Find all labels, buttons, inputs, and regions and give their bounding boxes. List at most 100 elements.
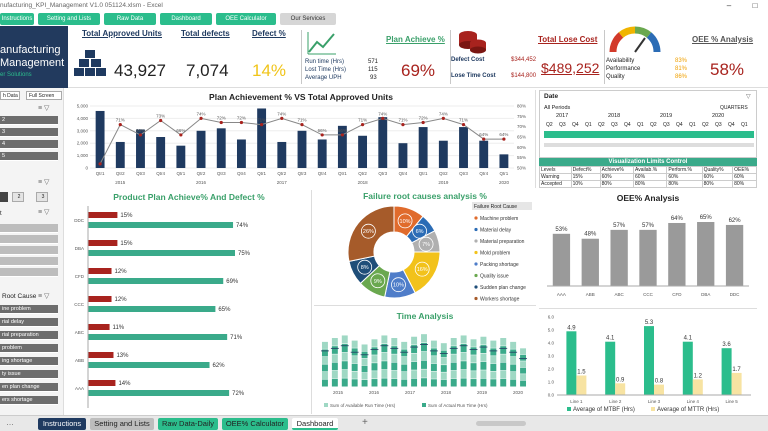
quarter-label[interactable]: Q1	[637, 122, 644, 128]
bar	[95, 110, 105, 168]
nav-bar: Instructions Setting and Lists Raw Data …	[0, 12, 768, 26]
uph-label: Average UPH	[305, 75, 342, 81]
table-header: OEE%	[732, 166, 757, 174]
table-cell[interactable]: 80%	[633, 180, 668, 188]
bar	[176, 145, 186, 168]
quarter-label[interactable]: Q4	[728, 122, 735, 128]
achieve-label: 75%	[238, 251, 251, 257]
y-tick-label: 3.0	[548, 354, 555, 359]
point-label: 74%	[378, 111, 387, 116]
slicer-item[interactable]	[0, 235, 58, 244]
date-scrollbar[interactable]	[544, 143, 754, 147]
time-bar-segment	[371, 339, 378, 347]
minimize-icon[interactable]: –	[726, 1, 732, 10]
table-cell[interactable]: 80%	[599, 180, 635, 188]
clear-filter-icon[interactable]: ▽	[746, 94, 751, 100]
slicer-item[interactable]: 2	[12, 192, 24, 202]
quarter-label[interactable]: Q1	[741, 122, 748, 128]
nav-dashboard-button[interactable]: Dashboard	[160, 13, 212, 25]
slicer-item[interactable]: 4	[0, 140, 58, 149]
slicer-item[interactable]: rial preparation	[0, 331, 58, 340]
filter-icon[interactable]: ≡ ▽	[38, 179, 50, 186]
achieve-label: 65%	[218, 307, 231, 313]
time-bar-segment	[440, 379, 447, 387]
quarter-label[interactable]: Q4	[676, 122, 683, 128]
sheet-tab-instructions[interactable]: Instructions	[38, 418, 86, 430]
full-screen-button[interactable]: Full Screen	[26, 91, 62, 100]
table-header: Defect%	[570, 166, 601, 174]
add-sheet-icon[interactable]: +	[362, 417, 368, 428]
slicer-item[interactable]: problem	[0, 344, 58, 353]
line-point	[381, 116, 385, 120]
trend-chart-icon	[307, 32, 336, 55]
sheet-tab-settings[interactable]: Setting and Lists	[90, 418, 154, 430]
quarter-label[interactable]: Q3	[611, 122, 618, 128]
product-plan-chart-title: Product Plan Achieve% And Defect %	[113, 192, 265, 202]
slicer-item[interactable]: ing shortage	[0, 357, 58, 366]
maximize-icon[interactable]: □	[752, 1, 758, 10]
nav-our-services-button[interactable]: Our Services	[280, 13, 336, 25]
slicer-item[interactable]: 5	[0, 152, 58, 161]
point-label: 64%	[499, 132, 508, 137]
slicer-item[interactable]: 3	[36, 192, 48, 202]
slicer-item[interactable]	[0, 257, 58, 266]
quarter-label[interactable]: Q3	[715, 122, 722, 128]
point-label: 74%	[197, 111, 206, 116]
sheet-tab-oee-calculator[interactable]: OEE% Calculator	[222, 418, 288, 430]
nav-raw-data-button[interactable]: Raw Data	[104, 13, 156, 25]
table-cell[interactable]: 60%	[701, 173, 734, 181]
quarter-label[interactable]: Q1	[689, 122, 696, 128]
nav-oee-calculator-button[interactable]: OEE Calculator	[216, 13, 276, 25]
slicer-item[interactable]	[0, 224, 58, 233]
quarter-label[interactable]: Q2	[546, 122, 553, 128]
filter-icon[interactable]: ≡ ▽	[38, 209, 50, 216]
refresh-data-button[interactable]: h Data	[0, 91, 20, 100]
point-label: 72%	[217, 116, 226, 121]
quarter-label[interactable]: Q4	[624, 122, 631, 128]
slicer-item[interactable]: ty issue	[0, 370, 58, 379]
time-bar-segment	[391, 378, 398, 387]
slicer-item[interactable]	[0, 192, 8, 202]
slicer-item[interactable]	[0, 268, 58, 277]
filter-icon[interactable]: ≡ ▽	[38, 293, 50, 300]
table-cell[interactable]: 60%	[666, 173, 703, 181]
quarter-label[interactable]: Q3	[559, 122, 566, 128]
quarters-dropdown[interactable]: QUARTERS	[720, 105, 748, 111]
slicer-item[interactable]: ers shortage	[0, 396, 58, 405]
time-bar-segment	[371, 363, 378, 371]
quarter-label[interactable]: Q2	[702, 122, 709, 128]
table-cell[interactable]: 80%	[732, 180, 757, 188]
nav-settings-button[interactable]: Setting and Lists	[38, 13, 100, 25]
slicer-item[interactable]: 3	[0, 128, 58, 137]
horizontal-scrollbar[interactable]	[476, 421, 526, 426]
table-cell[interactable]: 60%	[599, 173, 635, 181]
sheet-tab-raw-data[interactable]: Raw Data-Daily	[158, 418, 218, 430]
date-range-bar[interactable]	[544, 131, 754, 138]
category-label: ABB	[75, 358, 84, 363]
quarter-label[interactable]: Q3	[663, 122, 670, 128]
slicer-item[interactable]: rial delay	[0, 318, 58, 327]
filter-icon[interactable]: ≡ ▽	[38, 105, 50, 112]
slicer-item[interactable]	[0, 246, 58, 255]
table-cell[interactable]: 15%	[570, 173, 601, 181]
y2-tick-label: 50%	[517, 166, 526, 171]
table-cell[interactable]: 60%	[732, 173, 757, 181]
table-cell[interactable]: 80%	[701, 180, 734, 188]
quarter-label[interactable]: Q1	[585, 122, 592, 128]
table-cell[interactable]: 10%	[570, 180, 601, 188]
table-cell[interactable]: 60%	[633, 173, 668, 181]
line-point	[260, 123, 264, 127]
quarter-label[interactable]: Q2	[598, 122, 605, 128]
slicer-item[interactable]: en plan change	[0, 383, 58, 392]
slicer-item[interactable]: ine problem	[0, 305, 58, 314]
slicer-item[interactable]: 2	[0, 116, 58, 125]
legend-swatch	[324, 403, 328, 407]
oee-label: 53%	[555, 227, 568, 233]
sheet-tab-dashboard[interactable]: Dashboard	[292, 418, 338, 430]
line-point	[239, 120, 244, 125]
nav-instructions-button[interactable]: Instructions	[0, 13, 34, 25]
quarter-label[interactable]: Q2	[650, 122, 657, 128]
table-cell[interactable]: 80%	[666, 180, 703, 188]
prev-sheet-icon[interactable]: …	[6, 418, 14, 427]
quarter-label[interactable]: Q4	[572, 122, 579, 128]
